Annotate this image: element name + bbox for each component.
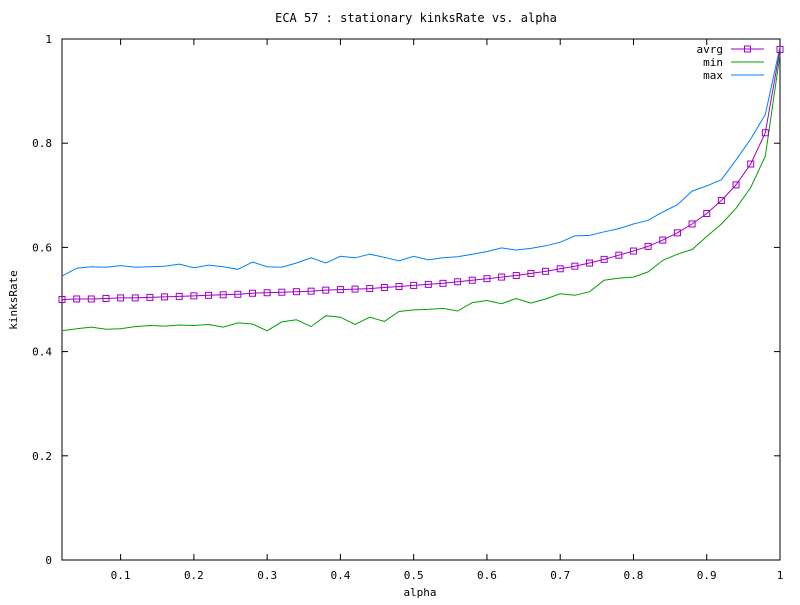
y-axis-label: kinksRate <box>7 270 20 330</box>
series-avrg-point <box>439 279 447 287</box>
series-avrg-point <box>571 262 579 270</box>
series-avrg-point <box>292 288 300 296</box>
series-avrg-point <box>673 229 681 237</box>
series-avrg-point <box>556 265 564 273</box>
legend-marker-avrg <box>744 45 751 53</box>
series-avrg-point <box>190 292 198 300</box>
series-avrg-point <box>410 281 418 289</box>
x-tick-label: 0.7 <box>550 569 570 582</box>
x-tick-label: 0.8 <box>624 569 644 582</box>
chart-title: ECA 57 : stationary kinksRate vs. alpha <box>275 11 557 25</box>
plot-border <box>61 38 781 561</box>
series-avrg-point <box>366 285 374 293</box>
x-tick-label: 0.3 <box>257 569 277 582</box>
series-avrg-point <box>351 285 359 293</box>
series-avrg-point <box>146 293 154 301</box>
series-avrg-point <box>205 291 213 299</box>
series-avrg-point <box>102 294 110 302</box>
x-axis-label: alpha <box>403 586 436 599</box>
y-tick-label: 1 <box>45 33 52 46</box>
series-avrg-point <box>468 276 476 284</box>
x-tick-label: 0.5 <box>404 569 424 582</box>
x-tick-label: 1 <box>777 569 784 582</box>
series-avrg-point <box>629 247 637 255</box>
x-axis: 0.1 0.2 0.3 0.4 0.5 0.6 0.7 0.8 0.9 1 <box>111 39 784 582</box>
series-avrg-point <box>761 129 769 137</box>
series-avrg-point <box>424 280 432 288</box>
series-avrg-point <box>527 269 535 277</box>
series-avrg-point <box>263 289 271 297</box>
series-avrg-point <box>542 267 550 275</box>
y-tick-label: 0 <box>45 554 52 567</box>
legend-label-avrg: avrg <box>697 43 724 56</box>
series-avrg-point <box>58 296 66 303</box>
series-layer <box>58 45 784 332</box>
series-avrg-point <box>380 284 388 292</box>
series-avrg-point <box>454 278 462 286</box>
series-avrg-point <box>307 287 315 295</box>
series-max-line <box>61 46 781 277</box>
series-avrg-point <box>336 286 344 294</box>
series-avrg-point <box>498 273 506 281</box>
series-avrg-point <box>717 197 725 205</box>
series-min-line <box>61 54 781 332</box>
series-avrg-point <box>512 272 520 280</box>
series-avrg-point <box>117 294 125 302</box>
series-avrg-point <box>703 210 711 218</box>
series-avrg-point <box>483 275 491 283</box>
series-avrg-point <box>131 294 139 302</box>
series-avrg-point <box>615 251 623 259</box>
y-tick-label: 0.4 <box>32 346 52 359</box>
series-avrg-point <box>161 293 169 301</box>
series-avrg-point <box>600 255 608 263</box>
series-avrg-point <box>73 295 81 303</box>
series-avrg-point <box>234 290 242 298</box>
plot-area <box>61 38 781 561</box>
series-avrg-point <box>747 160 755 168</box>
series-avrg-point <box>586 259 594 267</box>
x-tick-label: 0.4 <box>330 569 350 582</box>
legend-label-max: max <box>703 69 723 82</box>
x-tick-label: 0.2 <box>184 569 204 582</box>
series-avrg-point <box>644 242 652 250</box>
x-tick-label: 0.6 <box>477 569 497 582</box>
series-avrg-point <box>322 286 330 294</box>
y-axis: 0 0.2 0.4 0.6 0.8 1 <box>32 33 780 567</box>
series-avrg-line <box>61 49 781 300</box>
series-avrg-point <box>175 292 183 300</box>
series-avrg-point <box>776 45 784 53</box>
x-tick-label: 0.1 <box>111 569 131 582</box>
series-avrg-point <box>278 288 286 296</box>
series-avrg-point <box>395 282 403 290</box>
y-tick-label: 0.8 <box>32 137 52 150</box>
series-avrg-point <box>87 295 95 303</box>
series-avrg-point <box>659 236 667 244</box>
series-avrg-point <box>688 220 696 228</box>
y-tick-label: 0.6 <box>32 241 52 254</box>
series-avrg-point <box>248 289 256 297</box>
series-avrg-point <box>732 181 740 189</box>
legend-label-min: min <box>703 56 723 69</box>
y-tick-label: 0.2 <box>32 450 52 463</box>
x-tick-label: 0.9 <box>697 569 717 582</box>
series-avrg-point <box>219 291 227 299</box>
